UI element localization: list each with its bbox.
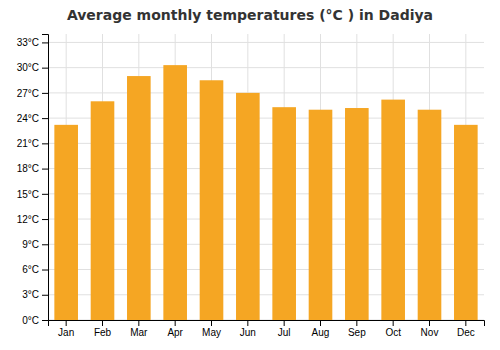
bar (236, 93, 260, 320)
x-tick-mark (175, 320, 176, 326)
x-tick-mark (138, 320, 139, 326)
y-tick-label: 33°C (17, 37, 39, 48)
x-tick-label: Jan (58, 327, 74, 338)
y-tick-label: 3°C (22, 289, 39, 300)
y-tick-mark (42, 118, 48, 119)
x-axis: Jan Feb Mar Apr May Jun Jul Aug Sep Oct Nov Dec (49, 320, 485, 338)
x-tick-mark (284, 320, 285, 326)
y-tick: 27°C (17, 88, 48, 99)
x-tick: Apr (167, 320, 183, 338)
y-tick-label: 30°C (17, 62, 39, 73)
x-tick: Feb (94, 320, 112, 338)
y-tick-mark (42, 270, 48, 271)
chart: 0°C 3°C 6°C 9°C 12°C 15°C 18°C 21°C 24°C 27°C 30°C… (0, 0, 500, 350)
y-tick-label: 21°C (17, 138, 39, 149)
x-tick-label: May (202, 327, 221, 338)
x-tick: Mar (130, 320, 148, 338)
x-tick-mark (247, 320, 248, 326)
bar (418, 110, 442, 320)
x-tick-mark (429, 320, 430, 326)
x-tick: Sep (348, 320, 366, 338)
y-tick-label: 9°C (22, 239, 39, 250)
y-tick-label: 24°C (17, 113, 39, 124)
x-tick-label: Jul (278, 327, 291, 338)
y-tick-mark (42, 68, 48, 69)
grid (48, 34, 484, 320)
y-tick: 33°C (17, 37, 48, 48)
y-tick-label: 18°C (17, 163, 39, 174)
y-tick-mark (42, 194, 48, 195)
y-tick: 3°C (22, 289, 48, 300)
x-tick-mark (393, 320, 394, 326)
y-tick-mark (42, 42, 48, 43)
x-tick-label: Feb (94, 327, 112, 338)
bar (200, 80, 224, 320)
y-tick: 12°C (17, 214, 48, 225)
x-tick-label: Dec (457, 327, 475, 338)
bars (54, 65, 477, 320)
y-tick: 18°C (17, 163, 48, 174)
x-tick-label: Apr (167, 327, 183, 338)
y-axis-line (42, 35, 49, 321)
x-tick: Jul (278, 320, 291, 338)
y-tick-mark (42, 320, 48, 321)
x-tick-label: Sep (348, 327, 366, 338)
x-tick-mark (356, 320, 357, 326)
title: Average monthly temperatures (°C ) in Da… (67, 7, 433, 23)
y-tick: 15°C (17, 189, 48, 200)
x-tick: Jan (58, 320, 74, 338)
x-tick-mark (102, 320, 103, 326)
y-tick: 21°C (17, 138, 48, 149)
bar (381, 100, 405, 320)
y-grid-line (48, 92, 484, 93)
bar (309, 110, 333, 320)
x-tick: May (202, 320, 221, 338)
bar (272, 107, 296, 320)
x-tick-mark (320, 320, 321, 326)
y-tick-mark (42, 143, 48, 144)
y-tick-mark (42, 93, 48, 94)
x-tick-mark (465, 320, 466, 326)
y-axis: 0°C 3°C 6°C 9°C 12°C 15°C 18°C 21°C 24°C 27°C 30°C… (17, 35, 49, 326)
y-grid-line (48, 67, 484, 68)
y-tick-label: 0°C (22, 315, 39, 326)
y-tick-mark (42, 244, 48, 245)
x-tick-label: Oct (385, 327, 401, 338)
y-tick-mark (42, 219, 48, 220)
bar (163, 65, 187, 320)
y-tick: 9°C (22, 239, 48, 250)
x-tick-mark (211, 320, 212, 326)
bar (91, 101, 115, 320)
y-tick-label: 15°C (17, 189, 39, 200)
y-tick-label: 27°C (17, 88, 39, 99)
bar (54, 125, 78, 320)
plot-area: 0°C 3°C 6°C 9°C 12°C 15°C 18°C 21°C 24°C 27°C 30°C… (17, 34, 485, 338)
y-grid-line (48, 42, 484, 43)
x-tick: Aug (312, 320, 330, 338)
x-tick-label: Mar (130, 327, 148, 338)
y-tick: 24°C (17, 113, 48, 124)
y-tick-label: 12°C (17, 214, 39, 225)
x-tick: Oct (385, 320, 401, 338)
y-tick: 0°C (22, 315, 48, 326)
x-tick: Dec (457, 320, 475, 338)
bar (127, 76, 151, 320)
x-axis-line (49, 321, 485, 327)
y-tick-label: 6°C (22, 264, 39, 275)
x-tick: Jun (240, 320, 256, 338)
bar (345, 108, 369, 320)
x-tick-label: Nov (421, 327, 439, 338)
x-tick-mark (66, 320, 67, 326)
y-tick: 30°C (17, 62, 48, 73)
x-tick: Nov (421, 320, 439, 338)
y-tick-mark (42, 169, 48, 170)
y-tick-mark (42, 295, 48, 296)
bar (454, 125, 478, 320)
y-tick: 6°C (22, 264, 48, 275)
x-tick-label: Jun (240, 327, 256, 338)
x-tick-label: Aug (312, 327, 330, 338)
